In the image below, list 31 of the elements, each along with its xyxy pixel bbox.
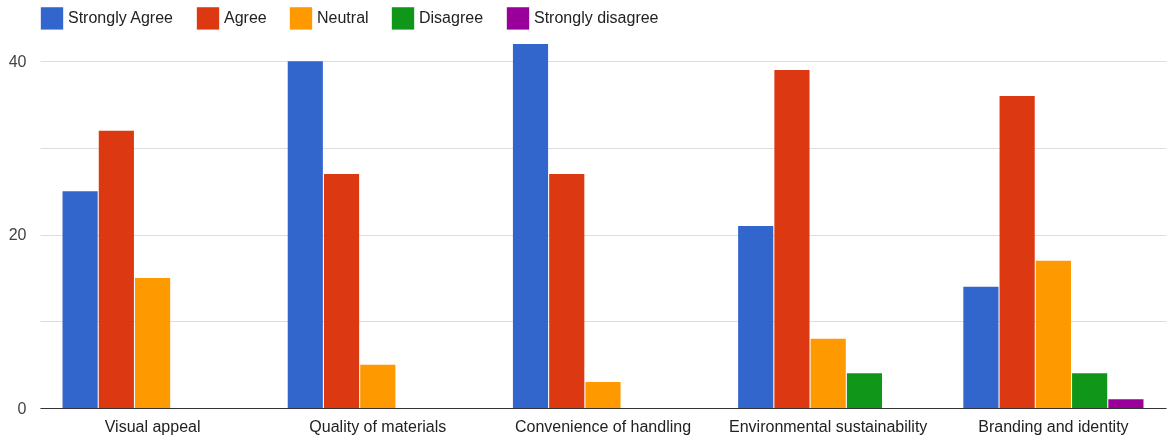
bar (774, 70, 810, 408)
bar (1108, 399, 1144, 408)
bar (1035, 260, 1071, 408)
bar (98, 130, 134, 408)
bar (846, 373, 883, 408)
legend-label: Disagree (419, 9, 484, 27)
legend-label: Neutral (317, 9, 369, 27)
bar (135, 278, 171, 408)
x-tick-label: Visual appeal (104, 417, 201, 435)
y-tick-label: 40 (8, 52, 27, 70)
bar (963, 286, 999, 408)
legend-label: Agree (224, 9, 267, 27)
bar (62, 191, 98, 408)
bar (585, 382, 621, 408)
bar (549, 174, 585, 408)
legend-label: Strongly disagree (534, 9, 659, 27)
x-tick-label: Convenience of handling (514, 417, 692, 435)
bar (1072, 373, 1108, 408)
bar (810, 338, 846, 408)
x-tick-label: Environmental sustainability (729, 417, 928, 435)
y-tick-label: 20 (8, 226, 27, 244)
bar (999, 96, 1035, 408)
y-tick-label: 0 (17, 399, 27, 417)
legend-label: Strongly Agree (68, 9, 174, 27)
bar (323, 174, 360, 408)
bar (287, 61, 323, 408)
bar (360, 364, 396, 408)
x-tick-label: Branding and identity (978, 417, 1129, 435)
x-tick-label: Quality of materials (309, 417, 447, 435)
bar (512, 44, 549, 408)
bar (738, 226, 774, 408)
